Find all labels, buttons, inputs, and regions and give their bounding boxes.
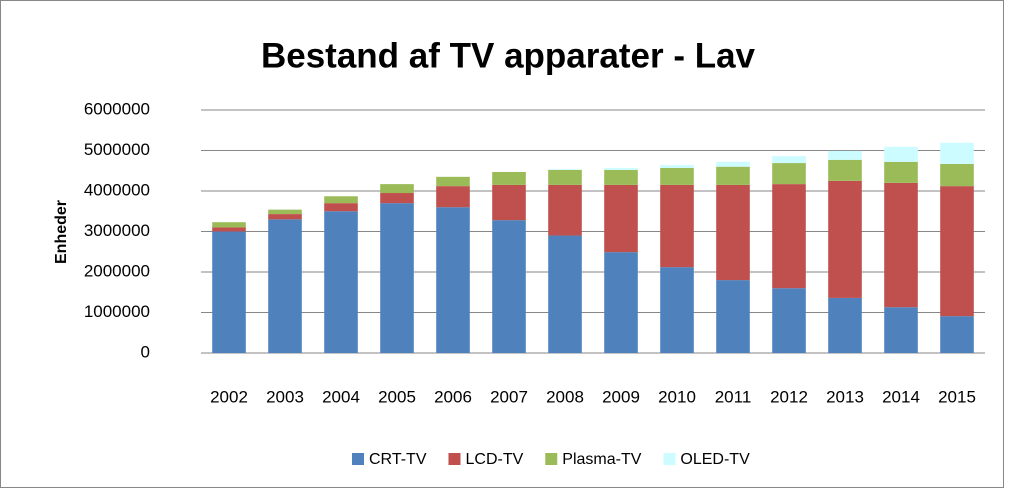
bar-segment — [884, 307, 918, 353]
bar-segment — [604, 252, 638, 353]
legend-swatch — [448, 453, 461, 465]
legend-label: Plasma-TV — [562, 451, 641, 468]
bar-segment — [492, 184, 526, 221]
y-axis-label: Enheder — [53, 200, 70, 264]
bar-segment — [828, 180, 862, 298]
bar-segment — [492, 171, 526, 185]
x-tick-label: 2014 — [882, 387, 920, 406]
bar-segment — [772, 184, 806, 289]
bar-segment — [324, 196, 358, 204]
bar-segment — [380, 203, 414, 353]
x-tick-label: 2015 — [938, 387, 976, 406]
bar-segment — [548, 184, 582, 236]
bar-segment — [212, 222, 246, 228]
bar-segment — [828, 297, 862, 353]
x-tick-label: 2013 — [826, 387, 864, 406]
bar-segment — [772, 156, 806, 164]
x-tick-label: 2004 — [322, 387, 360, 406]
bar-segment — [436, 186, 470, 208]
y-tick-label: 2000000 — [84, 261, 150, 280]
bar-segment — [772, 163, 806, 185]
bar-segment — [268, 214, 302, 220]
x-tick-label: 2009 — [602, 387, 640, 406]
bar-segment — [660, 184, 694, 268]
x-tick-label: 2011 — [715, 387, 752, 406]
legend-swatch — [352, 453, 364, 465]
bar-segment — [212, 231, 246, 353]
bar-segment — [604, 184, 638, 253]
x-tick-label: 2007 — [490, 387, 528, 406]
bar-segment — [604, 167, 638, 170]
legend-swatch — [663, 453, 676, 465]
bar-segment — [940, 142, 974, 164]
bar-segment — [940, 163, 974, 187]
x-tick-label: 2012 — [770, 387, 808, 406]
y-tick-label: 1000000 — [84, 302, 150, 321]
bar-segment — [324, 211, 358, 353]
legend-label: LCD-TV — [465, 451, 523, 468]
bar-segment — [772, 288, 806, 353]
bar-segment — [548, 169, 582, 185]
bar-segment — [436, 176, 470, 187]
bar-segment — [548, 169, 582, 170]
bar-segment — [884, 146, 918, 162]
bar-segment — [380, 193, 414, 204]
bar-segment — [828, 150, 862, 160]
y-tick-label: 0 — [141, 342, 150, 361]
y-tick-label: 6000000 — [84, 99, 150, 118]
bar-segment — [716, 161, 750, 167]
bar-segment — [268, 219, 302, 353]
y-tick-label: 4000000 — [84, 180, 150, 199]
bar-segment — [884, 161, 918, 183]
x-tick-label: 2005 — [378, 387, 416, 406]
bar-segment — [940, 316, 974, 353]
bar-segment — [604, 169, 638, 185]
x-tick-label: 2010 — [658, 387, 696, 406]
bar-segment — [324, 203, 358, 212]
bar-segment — [492, 220, 526, 353]
bar-segment — [268, 209, 302, 215]
bar-segment — [828, 159, 862, 181]
bar-segment — [716, 166, 750, 185]
x-tick-label: 2003 — [266, 387, 304, 406]
bar-segment — [716, 280, 750, 353]
x-tick-label: 2008 — [546, 387, 584, 406]
bar-segment — [548, 235, 582, 353]
legend-swatch — [545, 453, 558, 465]
x-tick-label: 2002 — [210, 387, 248, 406]
bar-segment — [940, 186, 974, 317]
x-tick-label: 2006 — [434, 387, 472, 406]
bar-segment — [660, 267, 694, 353]
bar-segment — [436, 207, 470, 353]
chart-title: Bestand af TV apparater - Lav — [261, 36, 756, 75]
bar-segment — [660, 165, 694, 168]
bar-segment — [660, 167, 694, 185]
y-tick-label: 3000000 — [84, 221, 150, 240]
legend-label: CRT-TV — [369, 451, 427, 468]
bar-segment — [884, 182, 918, 308]
legend-label: OLED-TV — [680, 451, 750, 468]
bar-segment — [380, 184, 414, 194]
bar-segment — [212, 227, 246, 232]
bar-segment — [716, 184, 750, 281]
y-tick-label: 5000000 — [84, 140, 150, 159]
